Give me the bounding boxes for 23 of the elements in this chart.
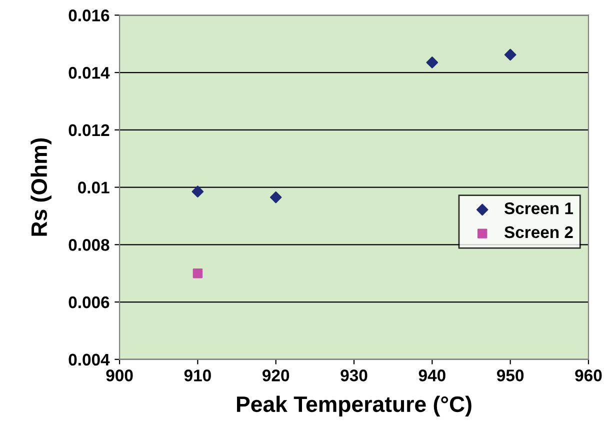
y-tick-label: 0.016 — [68, 10, 110, 22]
point — [192, 268, 203, 278]
x-tick-label: 950 — [497, 370, 524, 382]
y-tick-label: 0.004 — [68, 354, 110, 366]
x-tick-label: 930 — [340, 370, 368, 382]
y-axis-title: Rs (Ohm) — [30, 138, 52, 236]
x-tick-label: 960 — [575, 370, 602, 382]
x-tick-label: 900 — [106, 370, 133, 382]
point — [426, 56, 438, 68]
x-tick-label: 910 — [184, 370, 211, 382]
x-tick-label: 920 — [262, 370, 290, 382]
y-tick-label: 0.01 — [78, 182, 110, 194]
y-tick-label: 0.014 — [68, 66, 110, 79]
x-axis-title: Peak Temperature (°C) — [237, 396, 472, 416]
x-tick-label: 940 — [418, 370, 446, 382]
y-tick-label: 0.012 — [68, 124, 110, 136]
point — [192, 186, 204, 198]
legend-label: Screen 2 — [504, 226, 573, 238]
y-tick-label: 0.008 — [68, 239, 110, 251]
point — [270, 191, 282, 204]
y-tick-label: 0.006 — [68, 296, 110, 308]
point — [504, 48, 516, 61]
legend-label: Screen 1 — [504, 202, 574, 214]
